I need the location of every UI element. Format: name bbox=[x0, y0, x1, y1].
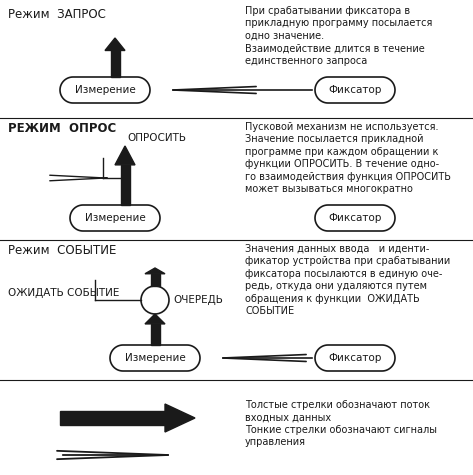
Text: ОПРОСИТЬ: ОПРОСИТЬ bbox=[127, 133, 186, 143]
Ellipse shape bbox=[70, 205, 96, 231]
Ellipse shape bbox=[60, 77, 86, 103]
Polygon shape bbox=[110, 345, 200, 371]
Polygon shape bbox=[70, 205, 160, 231]
Text: Режим  СОБЫТИЕ: Режим СОБЫТИЕ bbox=[8, 244, 116, 257]
Text: Пусковой механизм не используется.
Значение посылается прикладной
программе при : Пусковой механизм не используется. Значе… bbox=[245, 122, 451, 194]
Bar bbox=[60, 411, 165, 425]
Ellipse shape bbox=[369, 345, 395, 371]
Text: Толстые стрелки обозначают поток
входных данных
Тонкие стрелки обозначают сигнал: Толстые стрелки обозначают поток входных… bbox=[245, 400, 437, 447]
Text: Фиксатор: Фиксатор bbox=[328, 85, 382, 95]
Text: Измерение: Измерение bbox=[75, 85, 135, 95]
Text: Значения данных ввода   и иденти-
фикатор устройства при срабатывании
фиксатора : Значения данных ввода и иденти- фикатор … bbox=[245, 244, 450, 316]
Bar bbox=[121, 165, 130, 205]
Text: Фиксатор: Фиксатор bbox=[328, 213, 382, 223]
Text: Измерение: Измерение bbox=[124, 353, 185, 363]
Polygon shape bbox=[145, 268, 165, 274]
FancyBboxPatch shape bbox=[83, 205, 147, 231]
Text: РЕЖИМ  ОПРОС: РЕЖИМ ОПРОС bbox=[8, 122, 116, 135]
Ellipse shape bbox=[110, 345, 136, 371]
FancyBboxPatch shape bbox=[123, 345, 187, 371]
Polygon shape bbox=[105, 38, 125, 50]
FancyBboxPatch shape bbox=[328, 205, 382, 231]
FancyBboxPatch shape bbox=[328, 345, 382, 371]
Polygon shape bbox=[315, 345, 395, 371]
Ellipse shape bbox=[174, 345, 200, 371]
Ellipse shape bbox=[369, 205, 395, 231]
Ellipse shape bbox=[315, 205, 341, 231]
Text: Фиксатор: Фиксатор bbox=[328, 353, 382, 363]
Polygon shape bbox=[315, 77, 395, 103]
Text: Режим  ЗАПРОС: Режим ЗАПРОС bbox=[8, 8, 106, 21]
Polygon shape bbox=[60, 77, 150, 103]
FancyBboxPatch shape bbox=[73, 77, 137, 103]
Polygon shape bbox=[145, 314, 165, 324]
Polygon shape bbox=[315, 205, 395, 231]
Bar bbox=[150, 274, 159, 286]
Text: Измерение: Измерение bbox=[85, 213, 145, 223]
Ellipse shape bbox=[315, 77, 341, 103]
Bar bbox=[150, 324, 159, 345]
FancyBboxPatch shape bbox=[328, 77, 382, 103]
Ellipse shape bbox=[369, 77, 395, 103]
Text: ОЧЕРЕДЬ: ОЧЕРЕДЬ bbox=[173, 295, 223, 305]
Ellipse shape bbox=[315, 345, 341, 371]
Ellipse shape bbox=[124, 77, 150, 103]
Polygon shape bbox=[165, 404, 195, 432]
Polygon shape bbox=[115, 146, 135, 165]
Ellipse shape bbox=[134, 205, 160, 231]
Text: ОЖИДАТЬ СОБЫТИЕ: ОЖИДАТЬ СОБЫТИЕ bbox=[8, 288, 119, 298]
Bar bbox=[111, 50, 120, 77]
Text: При срабатывании фиксатора в
прикладную программу посылается
одно значение.
Взаи: При срабатывании фиксатора в прикладную … bbox=[245, 6, 432, 66]
